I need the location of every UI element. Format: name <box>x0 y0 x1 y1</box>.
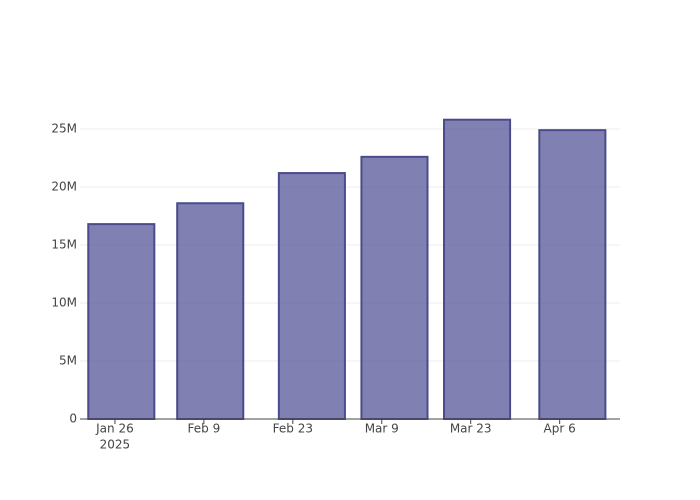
x-tick-label: Mar 9 <box>365 422 399 436</box>
y-tick-label: 25M <box>51 122 77 136</box>
bar <box>277 172 346 420</box>
x-tick-year: 2025 <box>100 438 131 452</box>
bar <box>87 223 156 420</box>
x-tick-label: Feb 9 <box>188 422 221 436</box>
bar <box>443 118 512 420</box>
x-tick-label: Jan 26 <box>95 422 134 436</box>
x-tick-label: Feb 23 <box>273 422 313 436</box>
bar <box>176 202 245 420</box>
y-tick-label: 20M <box>51 180 77 194</box>
bar <box>360 155 429 420</box>
y-tick-label: 0 <box>69 412 77 426</box>
x-tick-label: Mar 23 <box>450 422 492 436</box>
x-tick-label: Apr 6 <box>544 422 576 436</box>
bar <box>538 129 607 420</box>
y-tick-label: 15M <box>51 238 77 252</box>
y-tick-label: 5M <box>59 354 77 368</box>
y-tick-label: 10M <box>51 296 77 310</box>
